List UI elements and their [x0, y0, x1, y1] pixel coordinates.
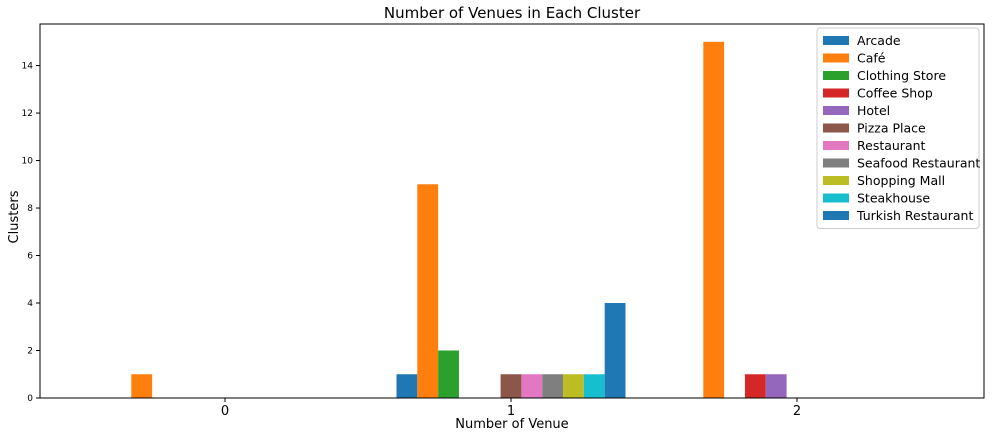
legend-label: Steakhouse — [857, 191, 930, 206]
x-tick-label: 1 — [507, 404, 515, 419]
y-tick-label: 14 — [22, 62, 34, 72]
legend: Arcade Café Clothing Store Coffee Shop Hotel… — [816, 27, 980, 229]
bar-2-coffee-shop — [744, 374, 766, 398]
x-axis-label: Number of Venue — [455, 417, 568, 432]
y-tick-label: 0 — [27, 394, 33, 404]
legend-label: Turkish Restaurant — [856, 208, 973, 223]
y-tick-label: 6 — [27, 252, 33, 262]
bar-1-shopping-mall — [563, 374, 584, 398]
legend-swatch — [823, 53, 849, 63]
bars-group — [131, 41, 787, 399]
legend-label: Clothing Store — [857, 68, 946, 83]
x-tick-label: 2 — [793, 404, 801, 419]
x-axis: 0 1 2 — [221, 398, 801, 419]
bar-2-caf- — [703, 41, 725, 399]
legend-swatch — [823, 158, 849, 168]
bar-2-hotel — [765, 374, 787, 398]
legend-swatch — [823, 36, 849, 45]
chart-title: Number of Venues in Each Cluster — [384, 4, 641, 22]
y-tick-label: 12 — [22, 109, 33, 119]
bar-1-seafood-restaurant — [542, 374, 564, 398]
y-axis-label: Clusters — [7, 190, 22, 243]
legend-swatch — [823, 88, 849, 98]
legend-swatch — [823, 176, 849, 185]
legend-label: Coffee Shop — [857, 86, 933, 101]
legend-swatch — [823, 71, 849, 80]
plot-frame — [39, 23, 985, 399]
bar-1-caf- — [417, 184, 439, 398]
legend-swatch — [823, 123, 849, 133]
bar-1-restaurant — [521, 374, 543, 398]
y-tick-label: 10 — [22, 157, 34, 167]
bar-1-arcade — [396, 374, 418, 398]
bar-0-caf- — [131, 374, 153, 398]
legend-swatch — [823, 106, 849, 115]
y-tick-label: 4 — [27, 299, 33, 309]
bar-1-pizza-place — [500, 374, 522, 398]
x-tick-label: 0 — [221, 404, 229, 419]
legend-swatch — [823, 193, 849, 203]
legend-swatch — [823, 211, 849, 220]
bar-1-clothing-store — [438, 350, 459, 398]
legend-label: Shopping Mall — [857, 173, 945, 188]
legend-label: Hotel — [857, 103, 890, 118]
legend-box — [816, 27, 980, 229]
legend-swatch — [823, 141, 849, 150]
y-tick-label: 2 — [27, 347, 33, 357]
legend-label: Pizza Place — [857, 121, 926, 136]
y-axis: 0 2 4 6 8 10 12 14 — [22, 62, 40, 404]
legend-label: Café — [857, 51, 886, 66]
bar-1-turkish-restaurant — [604, 303, 626, 398]
legend-label: Arcade — [857, 33, 901, 48]
legend-label: Restaurant — [857, 138, 926, 153]
legend-label: Seafood Restaurant — [857, 156, 980, 171]
y-tick-label: 8 — [27, 204, 33, 214]
bar-1-steakhouse — [583, 374, 605, 398]
